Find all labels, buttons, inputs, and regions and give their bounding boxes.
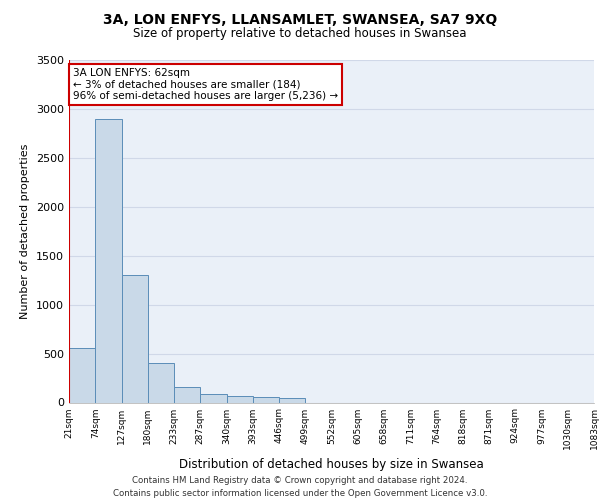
Bar (69, 348, 95, 403)
Bar (227, 396, 253, 402)
Bar (174, 388, 200, 402)
X-axis label: Distribution of detached houses by size in Swansea: Distribution of detached houses by size … (179, 458, 484, 471)
Text: Size of property relative to detached houses in Swansea: Size of property relative to detached ho… (133, 28, 467, 40)
Text: 3A, LON ENFYS, LLANSAMLET, SWANSEA, SA7 9XQ: 3A, LON ENFYS, LLANSAMLET, SWANSEA, SA7 … (103, 12, 497, 26)
Y-axis label: Number of detached properties: Number of detached properties (20, 144, 31, 319)
Text: 3A LON ENFYS: 62sqm
← 3% of detached houses are smaller (184)
96% of semi-detach: 3A LON ENFYS: 62sqm ← 3% of detached hou… (73, 68, 338, 101)
Bar (121, 276, 148, 402)
Bar (279, 398, 305, 402)
Bar (253, 397, 279, 402)
Text: Contains HM Land Registry data © Crown copyright and database right 2024.
Contai: Contains HM Land Registry data © Crown c… (113, 476, 487, 498)
Bar (148, 364, 174, 403)
Bar (200, 394, 227, 402)
Bar (95, 118, 121, 403)
